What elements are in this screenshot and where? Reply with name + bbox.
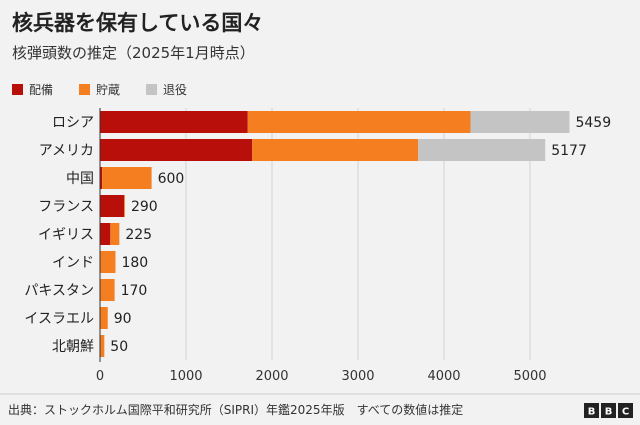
bar-0-2 — [470, 111, 570, 133]
legend-label-0: 配備 — [29, 82, 53, 97]
bar-2-1 — [102, 167, 152, 189]
chart-title: 核兵器を保有している国々 — [12, 11, 263, 35]
x-tick-label-3: 3000 — [341, 369, 374, 384]
bar-5-1 — [100, 251, 116, 273]
bar-0-1 — [247, 111, 471, 133]
logo-block-0 — [584, 403, 599, 418]
value-label-7: 90 — [114, 311, 132, 327]
category-label-8: 北朝鮮 — [52, 339, 94, 355]
bar-8-1 — [100, 335, 105, 357]
x-tick-label-1: 1000 — [169, 369, 202, 384]
value-label-8: 50 — [110, 339, 128, 355]
bar-2-0 — [100, 167, 103, 189]
category-label-3: フランス — [38, 199, 94, 215]
category-label-5: インド — [52, 255, 94, 271]
bar-3-1 — [124, 195, 125, 217]
logo-letter-1: B — [605, 407, 613, 418]
bar-3-0 — [100, 195, 125, 217]
bars — [100, 111, 570, 357]
chart-subtitle: 核弾頭数の推定（2025年1月時点） — [12, 44, 255, 62]
bar-7-1 — [100, 307, 108, 329]
logo-block-2 — [618, 403, 633, 418]
value-label-1: 5177 — [551, 143, 587, 159]
x-axis-ticks: 0 1000 2000 3000 4000 5000 — [96, 369, 547, 384]
legend-label-2: 退役 — [163, 82, 187, 97]
source-note: 出典：ストックホルム国際平和研究所（SIPRI）年鑑2025年版 すべての数値は… — [8, 402, 463, 417]
bar-1-0 — [100, 139, 253, 161]
bar-4-1 — [110, 223, 120, 245]
x-tick-label-5: 5000 — [513, 369, 546, 384]
legend-swatch-0 — [12, 84, 23, 95]
value-label-2: 600 — [158, 171, 185, 187]
value-label-4: 225 — [125, 227, 152, 243]
x-tick-label-0: 0 — [96, 369, 104, 384]
x-tick-label-4: 4000 — [427, 369, 460, 384]
category-label-2: 中国 — [66, 171, 94, 187]
legend-swatch-2 — [146, 84, 158, 95]
value-label-0: 5459 — [575, 115, 611, 131]
logo-block-1 — [601, 403, 616, 418]
bar-4-0 — [100, 223, 111, 245]
legend-label-1: 貯蔵 — [96, 83, 120, 97]
category-label-1: アメリカ — [39, 143, 94, 159]
value-label-3: 290 — [131, 199, 158, 215]
category-label-7: イスラエル — [24, 311, 94, 327]
bar-0-0 — [100, 111, 248, 133]
logo-letter-2: C — [622, 407, 629, 418]
bar-1-1 — [252, 139, 419, 161]
logo-letter-0: B — [588, 407, 596, 418]
category-label-4: イギリス — [38, 227, 94, 243]
legend: 配備 貯蔵 退役 — [12, 82, 187, 97]
category-label-6: パキスタン — [24, 283, 94, 299]
category-label-0: ロシア — [52, 115, 94, 131]
bar-6-1 — [100, 279, 115, 301]
legend-swatch-1 — [79, 84, 91, 95]
x-tick-label-2: 2000 — [255, 369, 288, 384]
value-label-5: 180 — [121, 255, 148, 271]
bar-1-2 — [418, 139, 546, 161]
value-label-6: 170 — [121, 283, 148, 299]
